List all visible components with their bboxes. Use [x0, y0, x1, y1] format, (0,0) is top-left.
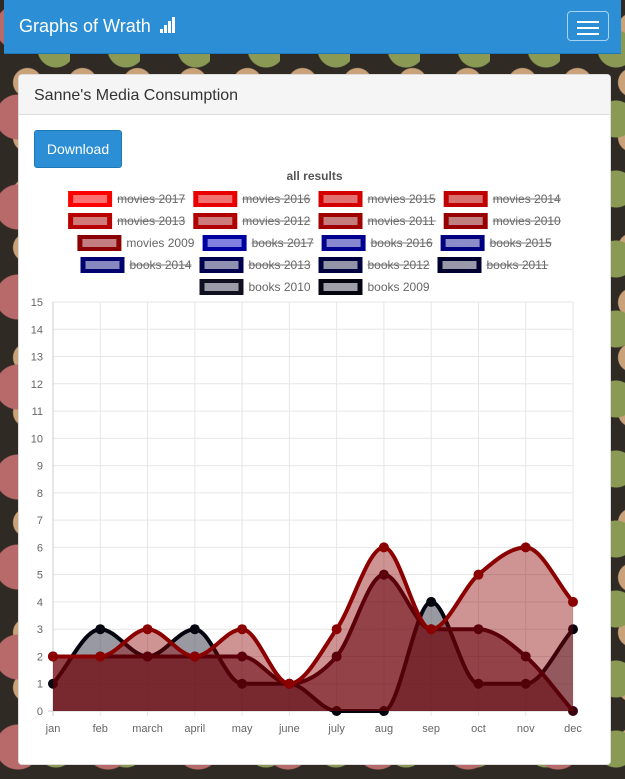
y-tick-label: 3: [37, 624, 43, 636]
legend-swatch-fill: [73, 195, 108, 203]
data-point[interactable]: [568, 596, 578, 607]
download-button[interactable]: Download: [34, 130, 122, 168]
data-point[interactable]: [95, 651, 106, 662]
data-point[interactable]: [189, 624, 200, 635]
brand[interactable]: Graphs of Wrath: [19, 16, 176, 38]
legend-label[interactable]: books 2009: [368, 280, 430, 294]
data-point[interactable]: [237, 651, 248, 662]
panel-title: Sanne's Media Consumption: [19, 75, 610, 115]
legend-swatch-fill: [323, 261, 358, 269]
data-point[interactable]: [142, 651, 153, 662]
legend-swatch-fill: [323, 217, 358, 225]
legend-swatch-fill: [204, 283, 239, 291]
hamburger-menu-icon-bar: [577, 27, 599, 29]
legend-swatch-fill: [85, 261, 120, 269]
y-tick-label: 1: [37, 679, 43, 691]
chart: movies 2017 movies 2016 movies 2015 movies …: [31, 191, 582, 735]
legend-label[interactable]: books 2010: [249, 280, 311, 294]
legend-swatch-fill: [323, 283, 358, 291]
legend-swatch-fill: [448, 217, 483, 225]
data-point[interactable]: [378, 569, 389, 580]
legend-swatch-fill: [73, 217, 108, 225]
legend-swatch-fill: [204, 261, 239, 269]
series-area: [53, 574, 573, 711]
legend-label[interactable]: movies 2009: [126, 236, 194, 250]
data-point[interactable]: [237, 624, 248, 635]
series-area: [53, 547, 573, 711]
data-point[interactable]: [189, 651, 200, 662]
y-tick-label: 9: [37, 461, 43, 473]
x-tick-label: nov: [517, 723, 535, 735]
y-tick-label: 15: [31, 297, 43, 309]
data-point[interactable]: [520, 542, 531, 553]
data-point[interactable]: [48, 651, 58, 662]
y-tick-label: 5: [37, 570, 43, 582]
hamburger-menu-button[interactable]: [567, 11, 609, 41]
legend-swatch-fill: [448, 195, 483, 203]
x-tick-label: sep: [422, 723, 440, 735]
x-tick-label: oct: [471, 723, 486, 735]
legend-swatch-fill: [198, 217, 233, 225]
x-tick-label: dec: [564, 723, 582, 735]
legend-swatch-fill: [445, 239, 480, 247]
legend-swatch-fill: [82, 239, 117, 247]
y-tick-label: 7: [37, 515, 43, 527]
x-tick-label: aug: [375, 723, 393, 735]
y-tick-label: 13: [31, 352, 43, 364]
x-tick-label: feb: [93, 723, 108, 735]
legend-swatch-fill: [207, 239, 242, 247]
chart-panel: Sanne's Media Consumption Download all r…: [18, 74, 611, 765]
data-point[interactable]: [331, 624, 342, 635]
y-tick-label: 10: [31, 433, 43, 445]
legend-swatch-fill: [326, 239, 361, 247]
data-point[interactable]: [568, 624, 578, 635]
data-point[interactable]: [284, 678, 295, 689]
x-tick-label: april: [184, 723, 205, 735]
y-tick-label: 2: [37, 651, 43, 663]
data-point[interactable]: [95, 624, 106, 635]
y-tick-label: 14: [31, 324, 43, 336]
data-point[interactable]: [331, 651, 342, 662]
y-tick-label: 4: [37, 597, 43, 609]
data-point[interactable]: [473, 624, 484, 635]
x-tick-label: july: [327, 723, 345, 735]
y-tick-label: 0: [37, 706, 43, 718]
data-point[interactable]: [473, 569, 484, 580]
y-tick-label: 12: [31, 379, 43, 391]
hamburger-menu-icon-bar: [577, 33, 599, 35]
brand-title: Graphs of Wrath: [19, 16, 151, 36]
x-tick-label: may: [232, 723, 253, 735]
y-tick-label: 8: [37, 488, 43, 500]
legend-swatch-fill: [198, 195, 233, 203]
chart-title: all results: [286, 169, 343, 183]
legend-swatch-fill: [442, 261, 477, 269]
x-tick-label: march: [132, 723, 163, 735]
data-point[interactable]: [378, 542, 389, 553]
signal-bars-icon: [159, 17, 176, 38]
data-point[interactable]: [568, 706, 578, 716]
data-point[interactable]: [426, 624, 437, 635]
legend-swatch-fill: [323, 195, 358, 203]
hamburger-menu-icon: [577, 21, 599, 23]
x-tick-label: jan: [45, 723, 61, 735]
data-point[interactable]: [520, 651, 531, 662]
y-tick-label: 11: [32, 406, 43, 418]
navbar: Graphs of Wrath: [4, 0, 621, 54]
x-tick-label: june: [278, 723, 300, 735]
y-tick-label: 6: [37, 542, 43, 554]
data-point[interactable]: [142, 624, 153, 635]
data-point[interactable]: [426, 596, 437, 607]
